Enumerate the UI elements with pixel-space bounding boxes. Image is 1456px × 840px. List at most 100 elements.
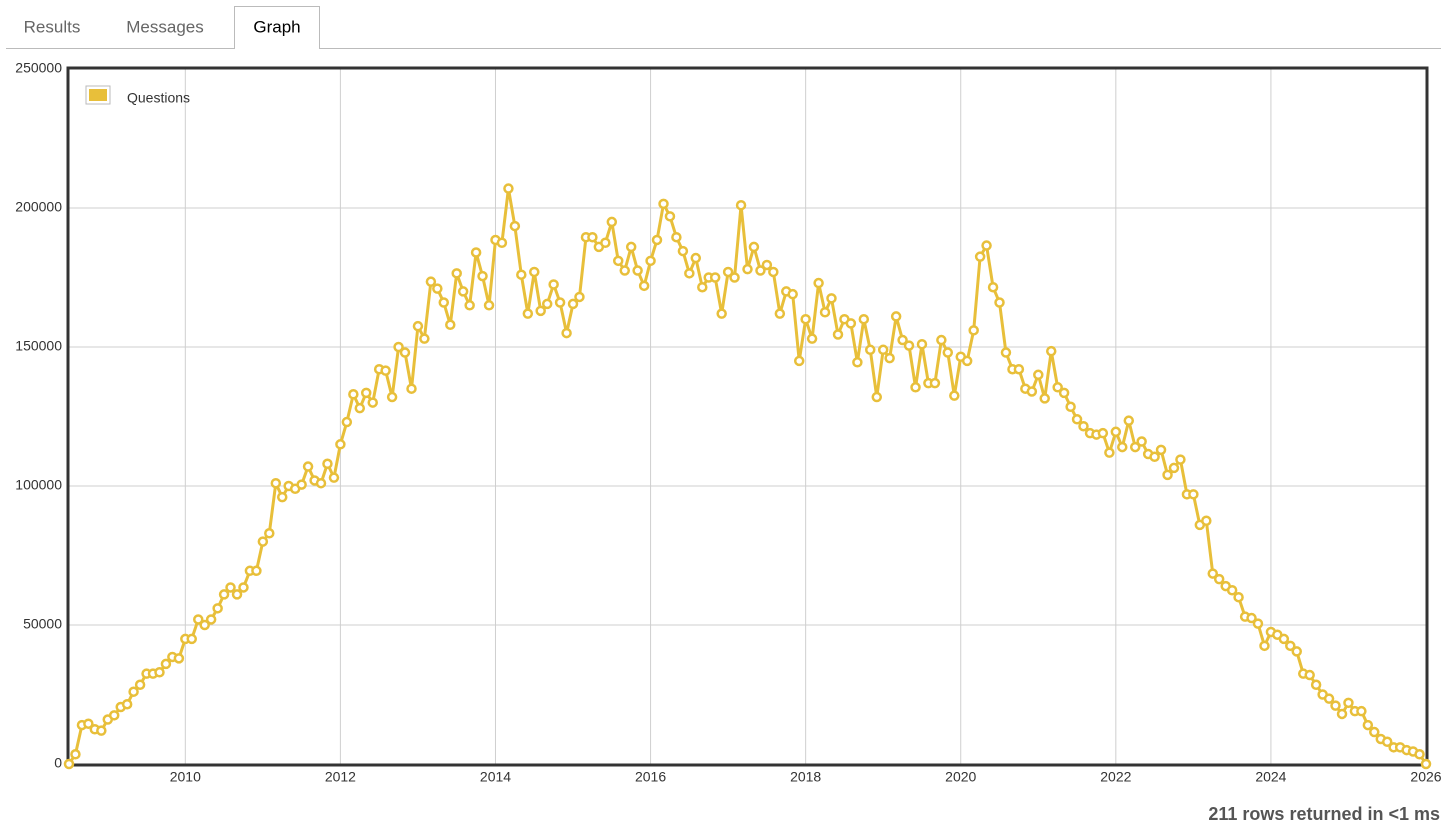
data-point (755, 265, 766, 276)
x-tick-label: 2016 (635, 769, 666, 785)
data-point (315, 477, 327, 489)
data-point (432, 283, 443, 294)
y-tick-label: 50000 (23, 616, 62, 632)
data-point (1201, 515, 1212, 526)
data-point (367, 397, 378, 408)
data-point (987, 281, 999, 293)
data-point (574, 291, 585, 303)
data-point (393, 341, 404, 353)
data-point (845, 318, 857, 329)
data-point (1213, 573, 1225, 585)
data-point (322, 458, 333, 470)
data-point (1026, 386, 1038, 397)
data-point (1123, 415, 1135, 426)
y-tick-label: 250000 (15, 60, 62, 76)
data-point (154, 667, 165, 678)
data-point (354, 402, 366, 414)
data-point (70, 749, 81, 760)
data-point (826, 293, 837, 304)
data-point (541, 298, 553, 310)
data-point (968, 325, 979, 336)
data-point (1039, 393, 1050, 404)
data-point (1259, 640, 1270, 652)
data-point (1323, 693, 1335, 704)
data-point (302, 461, 314, 472)
active-tab-box (234, 6, 320, 49)
data-point (1291, 646, 1302, 657)
data-point (793, 355, 805, 367)
x-tick-label: 2012 (325, 769, 356, 785)
data-point (716, 308, 727, 319)
x-tick-label: 2018 (790, 769, 821, 785)
data-point (722, 266, 734, 278)
data-point (697, 281, 708, 293)
tab[interactable]: Messages (126, 17, 203, 36)
data-point (903, 340, 915, 351)
data-point (1226, 585, 1238, 596)
data-point (516, 269, 527, 280)
data-point (884, 352, 895, 364)
data-point (729, 272, 740, 283)
data-point (238, 582, 249, 593)
data-point (335, 439, 346, 450)
data-point (1278, 633, 1290, 645)
data-point (1045, 345, 1057, 357)
data-point (276, 491, 288, 503)
data-point (1155, 444, 1167, 456)
data-point (270, 477, 282, 489)
data-point (406, 383, 417, 394)
data-point (1207, 568, 1219, 579)
data-point (470, 247, 482, 258)
data-point (548, 279, 559, 290)
data-point (173, 653, 185, 664)
data-point (1168, 462, 1180, 474)
data-point (742, 263, 753, 275)
data-point (871, 391, 883, 403)
data-point (419, 333, 430, 344)
data-point (1343, 697, 1354, 709)
data-point (205, 614, 217, 625)
data-point (664, 211, 676, 222)
x-tick-label: 2014 (480, 769, 511, 785)
tab[interactable]: Graph (253, 17, 300, 36)
data-point (399, 347, 411, 358)
x-tick-label: 2022 (1100, 769, 1131, 785)
data-point (445, 319, 456, 331)
data-point (1362, 719, 1374, 731)
data-point (264, 528, 275, 539)
data-point (1420, 758, 1432, 770)
data-point (735, 199, 747, 211)
data-point (587, 231, 598, 243)
data-point (231, 589, 243, 600)
series-line (67, 187, 1428, 765)
data-point (1058, 387, 1070, 399)
x-tick-label: 2010 (170, 769, 201, 785)
data-point (1097, 427, 1109, 439)
y-tick-label: 100000 (15, 477, 62, 493)
data-point (632, 265, 643, 276)
data-point (96, 725, 107, 736)
data-point (1381, 736, 1393, 748)
tab[interactable]: Results (24, 17, 81, 36)
data-point (348, 389, 359, 400)
data-point (296, 479, 307, 490)
data-point (974, 251, 986, 262)
data-point (438, 297, 450, 308)
data-point (1330, 700, 1341, 711)
data-point (128, 686, 139, 697)
tabs: Results Messages Graph (24, 17, 301, 36)
data-point (1129, 441, 1141, 453)
data-point (425, 276, 437, 287)
x-tick-label: 2020 (945, 769, 976, 785)
data-point (160, 658, 172, 670)
data-point (606, 216, 618, 228)
data-point (535, 305, 546, 317)
data-point (684, 268, 695, 279)
data-point (994, 297, 1005, 308)
data-point (108, 710, 120, 721)
data-point (83, 718, 94, 729)
data-point (1149, 451, 1160, 463)
data-point (858, 313, 870, 325)
data-point (800, 313, 811, 325)
